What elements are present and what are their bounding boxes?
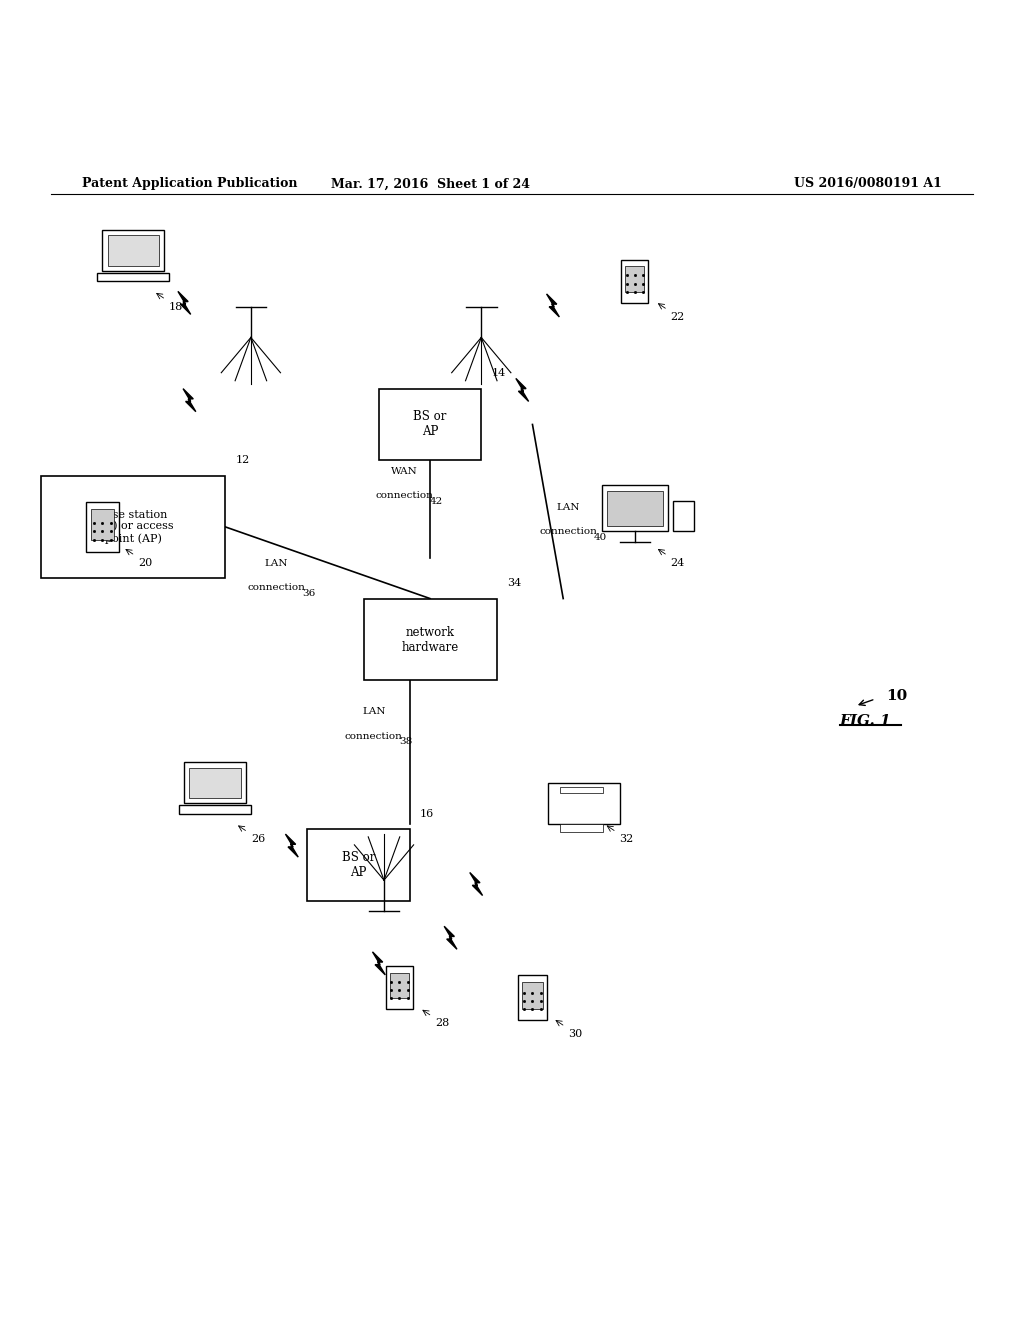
Text: 16: 16 xyxy=(420,809,434,818)
Text: 26: 26 xyxy=(251,834,265,843)
FancyBboxPatch shape xyxy=(560,824,603,832)
Text: 38: 38 xyxy=(399,738,413,746)
Text: 10: 10 xyxy=(886,689,907,702)
FancyBboxPatch shape xyxy=(379,388,481,461)
FancyBboxPatch shape xyxy=(560,787,603,793)
FancyBboxPatch shape xyxy=(184,763,246,804)
FancyBboxPatch shape xyxy=(622,260,648,302)
FancyBboxPatch shape xyxy=(189,767,241,799)
FancyBboxPatch shape xyxy=(364,598,497,681)
Text: 18: 18 xyxy=(169,301,183,312)
FancyBboxPatch shape xyxy=(307,829,410,900)
Text: connection: connection xyxy=(540,527,597,536)
Polygon shape xyxy=(373,952,385,975)
Text: 40: 40 xyxy=(594,532,607,541)
Text: 12: 12 xyxy=(236,455,250,466)
Polygon shape xyxy=(178,292,190,314)
Text: 36: 36 xyxy=(302,589,315,598)
Text: 32: 32 xyxy=(620,834,634,843)
FancyBboxPatch shape xyxy=(179,805,251,813)
FancyBboxPatch shape xyxy=(522,982,543,1010)
Text: 22: 22 xyxy=(671,312,685,322)
Text: BS or
AP: BS or AP xyxy=(342,851,375,879)
Text: 20: 20 xyxy=(138,557,153,568)
FancyBboxPatch shape xyxy=(91,510,114,540)
FancyBboxPatch shape xyxy=(86,502,119,552)
FancyBboxPatch shape xyxy=(390,973,409,998)
Text: LAN: LAN xyxy=(557,503,580,512)
FancyBboxPatch shape xyxy=(386,966,413,1008)
Text: WAN: WAN xyxy=(391,467,418,475)
Polygon shape xyxy=(286,834,298,857)
FancyBboxPatch shape xyxy=(41,475,225,578)
Text: connection: connection xyxy=(248,583,305,593)
Text: connection: connection xyxy=(376,491,433,500)
Text: 30: 30 xyxy=(568,1028,583,1039)
FancyBboxPatch shape xyxy=(606,491,664,527)
FancyBboxPatch shape xyxy=(102,230,164,271)
Polygon shape xyxy=(547,294,559,317)
Text: Mar. 17, 2016  Sheet 1 of 24: Mar. 17, 2016 Sheet 1 of 24 xyxy=(331,177,529,190)
Text: LAN: LAN xyxy=(362,708,385,717)
Text: 28: 28 xyxy=(435,1019,450,1028)
FancyBboxPatch shape xyxy=(602,486,669,532)
Polygon shape xyxy=(444,927,457,949)
FancyBboxPatch shape xyxy=(108,235,159,265)
FancyBboxPatch shape xyxy=(626,267,644,292)
FancyBboxPatch shape xyxy=(97,273,169,281)
FancyBboxPatch shape xyxy=(548,783,620,824)
FancyBboxPatch shape xyxy=(518,975,547,1020)
FancyBboxPatch shape xyxy=(674,500,694,532)
Text: network
hardware: network hardware xyxy=(401,626,459,653)
Polygon shape xyxy=(470,873,482,895)
Text: 24: 24 xyxy=(671,557,685,568)
Text: 42: 42 xyxy=(430,496,443,506)
Text: 14: 14 xyxy=(492,368,506,379)
Text: Patent Application Publication: Patent Application Publication xyxy=(82,177,297,190)
Text: BS or
AP: BS or AP xyxy=(414,411,446,438)
Text: base station
(BS) or access
point (AP): base station (BS) or access point (AP) xyxy=(93,510,173,544)
Text: LAN: LAN xyxy=(265,558,288,568)
Text: US 2016/0080191 A1: US 2016/0080191 A1 xyxy=(795,177,942,190)
Polygon shape xyxy=(183,388,196,412)
Text: 34: 34 xyxy=(507,578,521,589)
Text: FIG. 1: FIG. 1 xyxy=(840,714,891,729)
Text: connection: connection xyxy=(345,731,402,741)
Polygon shape xyxy=(516,379,528,401)
